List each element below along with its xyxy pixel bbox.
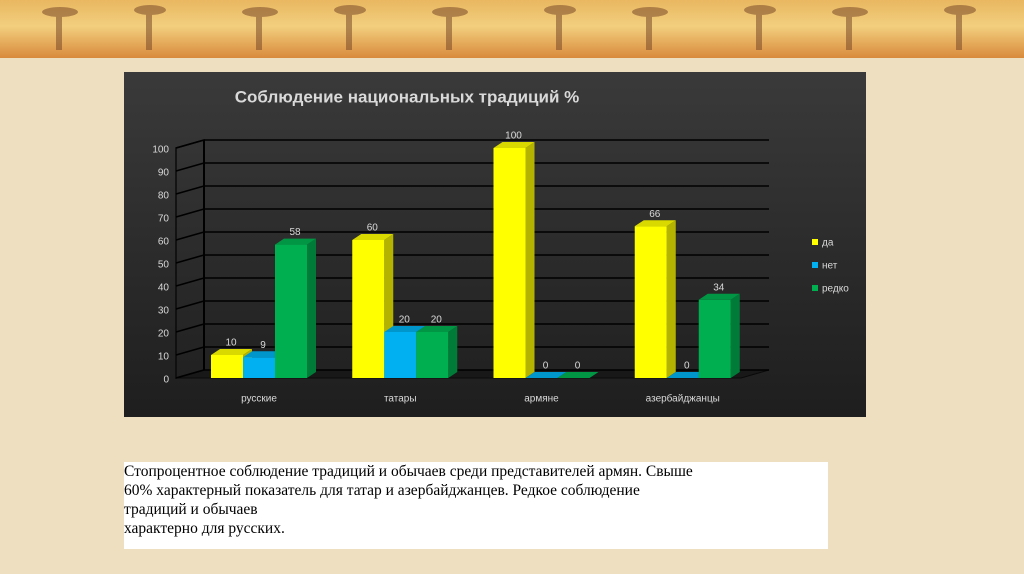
data-label: 58	[289, 227, 301, 238]
bar	[493, 148, 526, 378]
y-tick-label: 30	[158, 306, 170, 317]
data-label: 20	[399, 315, 411, 326]
bar-side	[666, 220, 676, 378]
figures	[42, 5, 976, 50]
x-tick-label: азербайджанцы	[646, 393, 720, 405]
x-tick-label: татары	[384, 394, 417, 405]
data-label: 20	[431, 315, 443, 326]
data-label: 9	[260, 340, 266, 351]
chart-title: Соблюдение национальных традиций %	[235, 87, 580, 106]
bar-top	[275, 238, 316, 245]
grid-line-side	[175, 162, 205, 172]
y-tick-label: 50	[158, 260, 170, 271]
bar	[243, 357, 275, 378]
grid-line-side	[175, 300, 205, 310]
grid-line-side	[175, 185, 205, 195]
bar	[698, 299, 731, 378]
bar-side	[525, 142, 535, 378]
y-tick-label: 0	[163, 375, 169, 386]
bar-side	[307, 238, 316, 378]
y-tick-label: 70	[158, 214, 170, 225]
bar-top	[666, 372, 708, 378]
legend-swatch	[812, 239, 818, 245]
grid-line-side	[175, 231, 205, 241]
banner-art	[42, 5, 976, 50]
grid-line-side	[175, 346, 205, 356]
data-label: 0	[575, 361, 581, 372]
bar-top	[416, 326, 458, 332]
bar	[275, 244, 307, 378]
data-label: 0	[543, 361, 549, 372]
note-line: Стопроцентное соблюдение традиций и обыч…	[124, 463, 693, 480]
data-label: 0	[684, 361, 690, 372]
legend-label: нет	[822, 261, 838, 272]
bar	[211, 355, 243, 378]
bar-top	[352, 234, 394, 240]
legend-label: да	[822, 238, 834, 249]
y-tick-label: 10	[158, 352, 170, 363]
data-label: 60	[367, 223, 379, 234]
bar	[384, 332, 417, 378]
note-line: традиций и обычаев	[124, 501, 258, 518]
bar-top	[698, 293, 740, 300]
bar-top	[243, 351, 284, 358]
grid-line-side	[175, 323, 205, 333]
decorative-banner	[0, 0, 1024, 58]
bar-top	[211, 349, 252, 355]
data-label: 10	[225, 338, 237, 349]
bar-side	[730, 293, 740, 378]
data-label: 66	[649, 209, 661, 220]
chart: Соблюдение национальных традиций % 0 10 20…	[124, 72, 866, 417]
bar-top	[557, 372, 599, 378]
legend-swatch	[812, 262, 818, 268]
bar-top	[525, 372, 567, 378]
grid-line-side	[175, 254, 205, 264]
bar	[352, 240, 385, 378]
note-line: 60% характерный показатель для татар и а…	[124, 482, 640, 499]
note-box: Стопроцентное соблюдение традиций и обыч…	[124, 462, 828, 549]
grid-line-side	[175, 369, 205, 379]
data-label: 34	[713, 282, 725, 293]
y-tick-label: 40	[158, 283, 170, 294]
grid-line-side	[175, 277, 205, 287]
grid-line-side	[175, 208, 205, 218]
bar	[634, 226, 667, 378]
legend-swatch	[812, 285, 818, 291]
y-tick-label: 80	[158, 191, 170, 202]
note-line: характерно для русских.	[124, 520, 285, 537]
bar-top	[384, 326, 426, 332]
bar-top	[493, 142, 535, 148]
grid-line-side	[175, 139, 205, 149]
y-tick-label: 60	[158, 237, 170, 248]
y-tick-label: 90	[158, 168, 170, 179]
y-tick-label: 100	[152, 145, 169, 156]
bar-top	[634, 220, 676, 227]
chart-container: Соблюдение национальных традиций % 0 10 20…	[124, 72, 866, 422]
bar	[416, 332, 449, 378]
data-label: 100	[505, 131, 522, 142]
x-tick-label: армяне	[524, 394, 559, 405]
x-tick-label: русские	[241, 394, 277, 405]
legend-label: редко	[822, 284, 849, 295]
y-tick-label: 20	[158, 329, 170, 340]
bar-side	[448, 326, 458, 378]
